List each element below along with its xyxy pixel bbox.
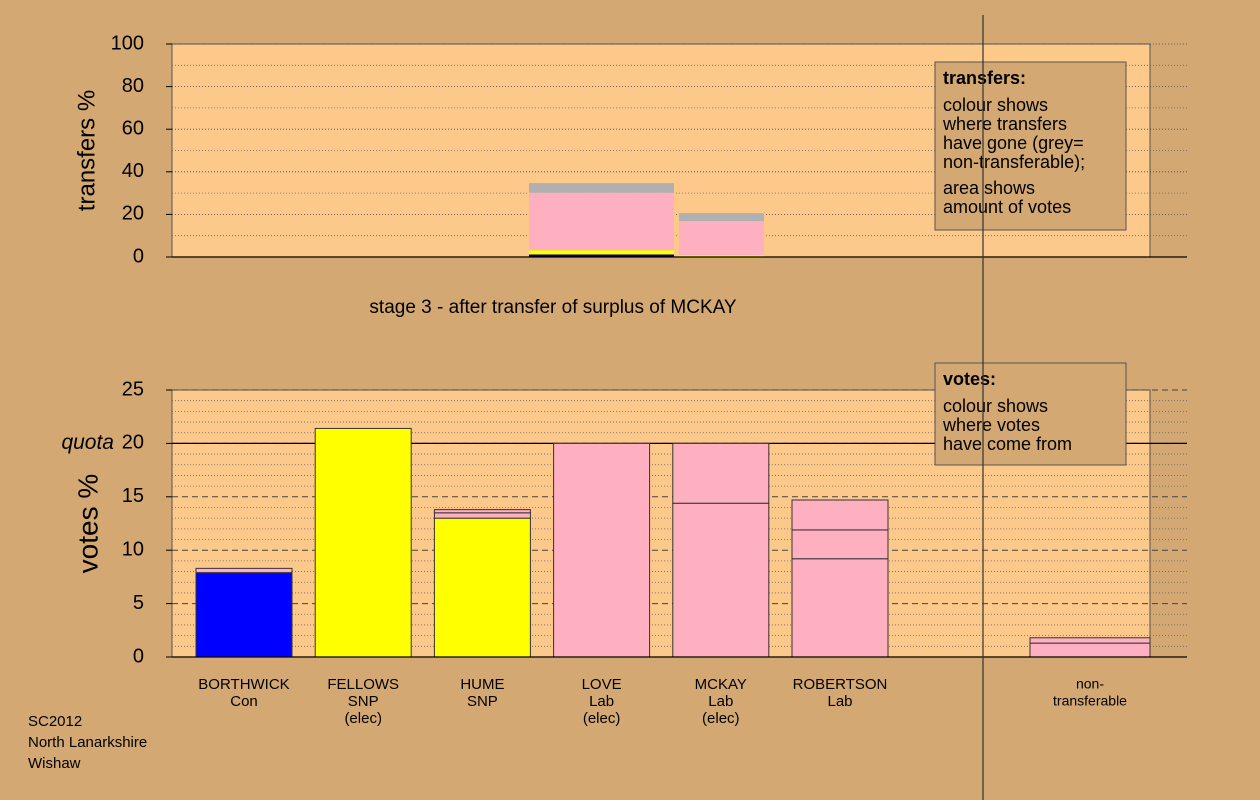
legend-text: colour shows [943,95,1048,115]
y-axis-label: transfers % [73,90,100,211]
legend-text: non-transferable); [943,152,1085,172]
bar-segment [433,517,531,658]
bar-segment [553,442,651,658]
y-tick-label: 20 [122,432,144,454]
bar-segment [529,254,674,257]
bar-segment [314,427,412,658]
bar-segment [791,529,889,560]
y-tick-label: 15 [122,485,144,507]
x-tick-label: ROBERTSON [793,676,888,693]
bar-segment [529,192,674,251]
bar-segment [195,567,293,574]
legend-text: area shows [943,178,1035,198]
legend-text: where votes [942,415,1040,435]
bar-segment [791,558,889,658]
x-tick-label: (elec) [583,710,621,727]
y-tick-label: 80 [122,75,144,97]
legend-title: votes: [943,369,996,389]
y-tick-label: 25 [122,378,144,400]
x-tick-label: Lab [589,693,614,710]
footer-text: Wishaw [28,755,81,772]
x-tick-label: SNP [348,693,379,710]
y-tick-label: 40 [122,160,144,182]
y-tick-label: 60 [122,117,144,139]
legend-text: have come from [943,434,1072,454]
y-tick-label: 0 [133,245,144,267]
x-tick-label: MCKAY [695,676,747,693]
bar-segment [529,183,674,193]
legend-text: have gone (grey= [943,133,1084,153]
bar-segment [791,499,889,531]
x-tick-label: Lab [708,693,733,710]
x-tick-label: non- [1076,676,1104,692]
bar-segment [195,572,293,658]
bar-segment [679,213,764,222]
chart-title: stage 3 - after transfer of surplus of M… [369,297,736,318]
footer-text: SC2012 [28,713,82,730]
y-tick-label: 10 [122,538,144,560]
legend-text: colour shows [943,396,1048,416]
legend-text: where transfers [942,114,1067,134]
footer-text: North Lanarkshire [28,734,147,751]
x-tick-label: Lab [827,693,852,710]
x-tick-label: (elec) [702,710,740,727]
x-tick-label: BORTHWICK [198,676,289,693]
bar-segment [672,502,770,658]
bar-segment [433,512,531,519]
bar-segment [1029,637,1151,644]
bar-segment [679,221,764,256]
y-tick-label: 0 [133,645,144,667]
bar-segment [1029,642,1151,658]
y-axis-label: votes % [72,474,103,574]
legend-box [934,362,1127,466]
legend-title: transfers: [943,68,1026,88]
x-tick-label: SNP [467,693,498,710]
y-tick-label: 5 [133,592,144,614]
x-tick-label: transferable [1053,693,1127,709]
x-tick-label: (elec) [344,710,382,727]
x-tick-label: HUME [460,676,504,693]
x-tick-label: Con [230,693,258,710]
legend-box [934,61,1127,231]
y-tick-label: 20 [122,203,144,225]
bar-segment [679,255,764,257]
quota-label: quota [61,431,114,454]
x-tick-label: FELLOWS [327,676,399,693]
bar-segment [529,250,674,255]
y-tick-label: 100 [111,32,144,54]
x-tick-label: LOVE [582,676,622,693]
bar-segment [433,509,531,514]
bar-segment [672,442,770,504]
legend-text: amount of votes [943,197,1071,217]
